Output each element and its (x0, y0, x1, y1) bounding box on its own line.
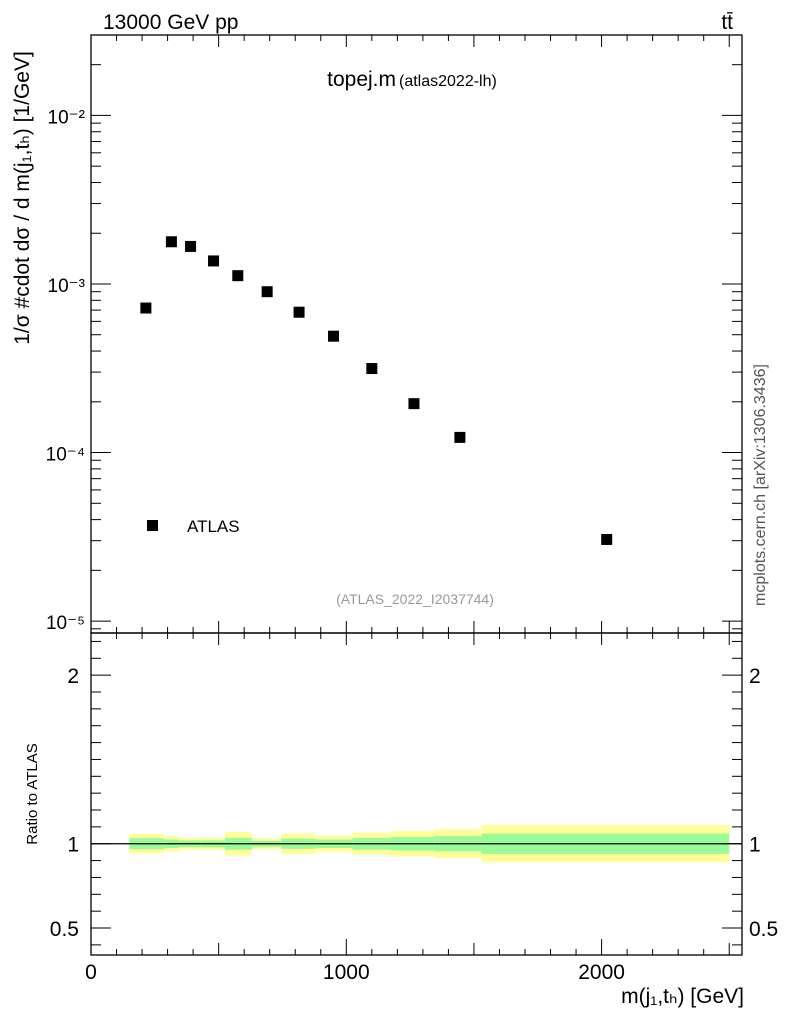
y-tick-label: 10⁻⁴ (46, 445, 85, 466)
data-point (293, 306, 305, 318)
process-label: tt̄ (721, 11, 733, 34)
main-axis-ticks: 10⁻⁵ 10⁻⁴ 10⁻³ 10⁻² (46, 34, 742, 634)
data-point (601, 533, 613, 545)
ratio-y-axis-label: Ratio to ATLAS (24, 743, 41, 844)
ratio-axis-ticks: 0.5 0.5 1 1 2 2 0 1000 2000 (50, 633, 778, 984)
ratio-y-tick-label-left: 0.5 (50, 918, 79, 941)
ratio-plot-frame (90, 632, 743, 956)
legend-marker (147, 520, 158, 531)
collision-label: 13000 GeV pp (103, 11, 238, 34)
data-point (185, 240, 197, 252)
x-tick-label: 2000 (578, 961, 625, 984)
main-panel: 10⁻⁵10⁻⁴10⁻³10⁻² topej.m (atlas2022-lh) … (11, 34, 743, 634)
x-axis-label: m(j₁,tₕ) [GeV] (621, 985, 744, 1008)
source-label: mcplots.cern.ch [arXiv:1306.3436] (752, 364, 769, 606)
data-point (408, 398, 420, 410)
data-point (454, 431, 466, 443)
data-markers (140, 236, 613, 545)
analysis-watermark: (ATLAS_2022_I2037744) (336, 591, 494, 607)
x-tick-label: 1000 (323, 961, 370, 984)
ratio-y-tick-label-right: 0.5 (749, 918, 778, 941)
y-tick-label: 10⁻⁵ (46, 613, 85, 634)
y-tick-label: 10⁻³ (48, 276, 86, 297)
ratio-panel: 0.5 0.5 1 1 2 2 0 1000 2000 Ratio to ATLAS m(j₁,… (24, 632, 778, 1008)
plot-subtitle: (atlas2022-lh) (399, 73, 497, 90)
ratio-y-tick-label-right: 2 (749, 665, 761, 688)
ratio-y-tick-label-left: 2 (67, 665, 79, 688)
data-point (140, 302, 152, 314)
data-point (208, 255, 220, 267)
main-y-axis-label: 1/σ #cdot dσ / d m(j₁,tₕ) [1/GeV] (11, 51, 34, 345)
y-tick-label: 10⁻² (48, 107, 86, 128)
plot-title: topej.m (327, 68, 396, 91)
data-point (328, 330, 340, 342)
data-point (366, 363, 378, 375)
ratio-y-tick-label-left: 1 (67, 834, 79, 857)
x-tick-label: 0 (85, 961, 97, 984)
data-point (261, 286, 273, 298)
legend-label: ATLAS (187, 517, 240, 536)
data-point (165, 236, 177, 248)
data-point (232, 270, 244, 282)
ratio-y-tick-label-right: 1 (749, 834, 761, 857)
